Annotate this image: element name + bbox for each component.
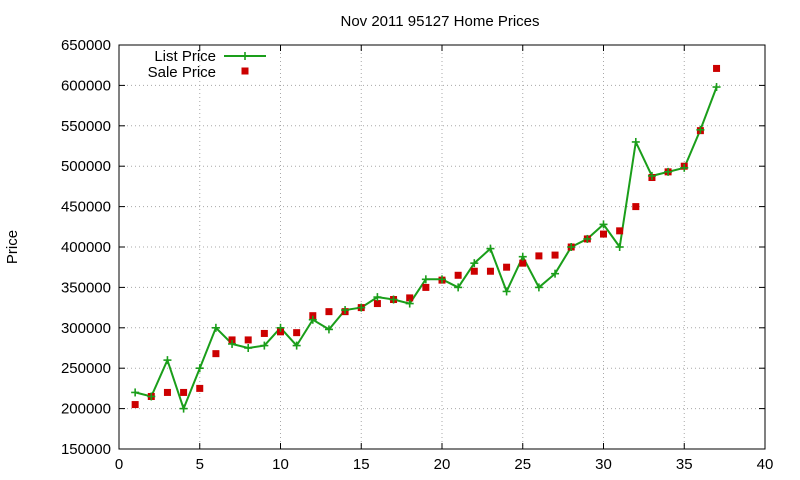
list-price-point bbox=[147, 392, 156, 401]
sale-price-point bbox=[325, 308, 333, 316]
y-axis-label: Price bbox=[4, 230, 21, 264]
list-price-point bbox=[405, 299, 414, 308]
sale-price-point bbox=[535, 252, 543, 260]
series-layer bbox=[131, 64, 721, 413]
sale-price-point bbox=[373, 300, 381, 308]
x-tick-label: 15 bbox=[353, 456, 370, 473]
list-price-point bbox=[324, 325, 333, 334]
y-tick-label: 300000 bbox=[61, 320, 111, 337]
sale-price-point bbox=[228, 336, 236, 344]
x-tick-label: 5 bbox=[196, 456, 204, 473]
list-price-point bbox=[292, 341, 301, 350]
y-tick-label: 150000 bbox=[61, 441, 111, 458]
x-tick-label: 25 bbox=[514, 456, 531, 473]
grid bbox=[119, 45, 765, 449]
list-price-point bbox=[647, 171, 656, 180]
list-price-point bbox=[131, 388, 140, 397]
list-price-point bbox=[308, 315, 317, 324]
y-tick-label: 650000 bbox=[61, 37, 111, 54]
sale-price-point bbox=[309, 312, 317, 320]
list-price-point bbox=[518, 252, 527, 261]
list-price-point bbox=[341, 306, 350, 315]
x-tick-label: 0 bbox=[115, 456, 123, 473]
chart-title: Nov 2011 95127 Home Prices bbox=[341, 13, 540, 30]
x-tick-label: 20 bbox=[434, 456, 451, 473]
sale-price-point bbox=[486, 267, 494, 275]
sale-price-point bbox=[422, 283, 430, 291]
sale-price-point bbox=[260, 329, 268, 337]
list-price-point bbox=[211, 323, 220, 332]
list-price-point bbox=[163, 356, 172, 365]
list-price-point bbox=[615, 243, 624, 251]
legend-marker-list-price bbox=[241, 52, 249, 60]
y-tick-label: 200000 bbox=[61, 401, 111, 418]
legend-label-list-price: List Price bbox=[154, 48, 216, 65]
y-tick-label: 350000 bbox=[61, 279, 111, 296]
legend-swatch-sale-price bbox=[241, 67, 249, 75]
sale-price-point bbox=[616, 227, 624, 235]
list-price-point bbox=[244, 344, 253, 352]
sale-price-point bbox=[212, 350, 220, 358]
list-price-point bbox=[195, 364, 204, 373]
y-tick-label: 500000 bbox=[61, 158, 111, 175]
list-price-point bbox=[631, 137, 640, 146]
sale-price-point bbox=[632, 203, 640, 211]
list-price-point bbox=[373, 293, 382, 302]
plot-frame bbox=[118, 44, 766, 450]
list-price-point bbox=[534, 283, 543, 292]
sale-price-point bbox=[454, 271, 462, 279]
list-price-point bbox=[470, 259, 479, 268]
list-price-point bbox=[454, 283, 463, 292]
y-tick-label: 450000 bbox=[61, 199, 111, 216]
sale-price-point bbox=[180, 388, 188, 396]
y-tick-label: 400000 bbox=[61, 239, 111, 256]
x-tick-label: 35 bbox=[676, 456, 693, 473]
list-price-point bbox=[567, 243, 576, 251]
series-line-list-price bbox=[134, 86, 718, 412]
sale-price-point bbox=[244, 336, 252, 344]
sale-price-point bbox=[713, 64, 721, 72]
y-tick-label: 600000 bbox=[61, 77, 111, 94]
sale-price-point bbox=[163, 388, 171, 396]
list-price-point bbox=[260, 341, 269, 350]
list-price-point bbox=[486, 244, 495, 253]
list-price-point bbox=[276, 323, 285, 332]
list-price-point bbox=[599, 220, 608, 229]
legend-label-sale-price: Sale Price bbox=[148, 64, 216, 81]
list-price-point bbox=[179, 404, 188, 413]
list-price-point bbox=[551, 269, 560, 278]
sale-price-point bbox=[503, 263, 511, 271]
x-tick-label: 40 bbox=[757, 456, 774, 473]
list-price-point bbox=[357, 303, 366, 312]
axes: 150000 200000 250000 300000 350000 400000 4500… bbox=[61, 37, 773, 473]
sale-price-point bbox=[406, 294, 414, 302]
sale-price-point bbox=[196, 384, 204, 392]
list-price-point bbox=[696, 125, 705, 134]
list-price-point bbox=[502, 287, 511, 296]
list-price-point bbox=[712, 83, 721, 92]
y-tick-label: 250000 bbox=[61, 360, 111, 377]
sale-price-point bbox=[277, 328, 284, 336]
list-price-point bbox=[583, 234, 592, 243]
list-price-point bbox=[421, 275, 430, 284]
list-price-point bbox=[438, 275, 446, 284]
y-tick-label: 550000 bbox=[61, 118, 111, 135]
legend: List Price Sale Price bbox=[148, 48, 266, 81]
list-price-point bbox=[228, 339, 237, 348]
list-price-point bbox=[680, 163, 689, 172]
list-price-point bbox=[664, 167, 673, 176]
x-tick-label: 10 bbox=[272, 456, 289, 473]
sale-price-point bbox=[131, 401, 139, 409]
sale-price-point bbox=[293, 329, 301, 337]
list-price-point bbox=[389, 295, 398, 304]
x-tick-label: 30 bbox=[595, 456, 612, 473]
sale-price-point bbox=[519, 259, 527, 267]
sale-price-point bbox=[551, 251, 559, 259]
sale-price-point bbox=[600, 230, 607, 238]
sale-price-point bbox=[470, 267, 478, 275]
